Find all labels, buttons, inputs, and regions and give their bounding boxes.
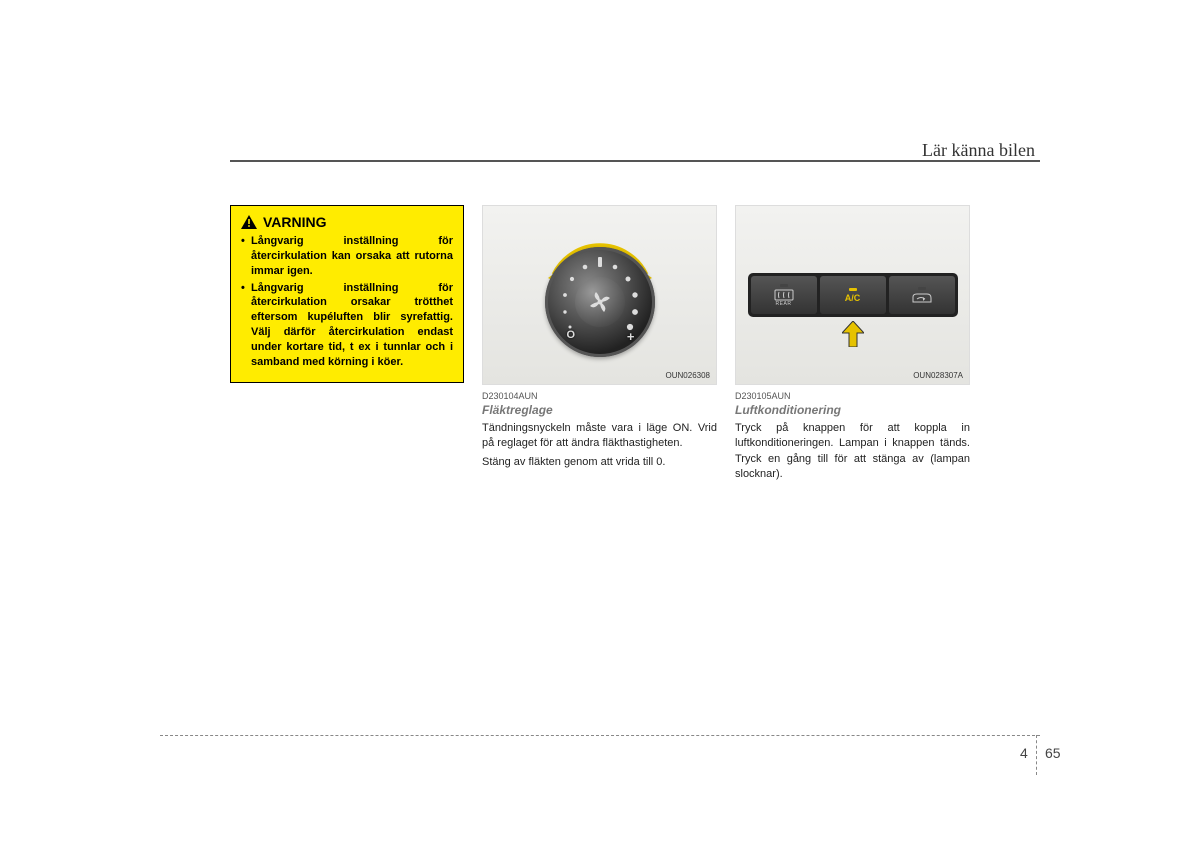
- fan-dial: O +: [530, 225, 670, 365]
- ac-button: A/C: [820, 276, 886, 314]
- column-fan-control: O + OUN026308 D230104AUN Fläktreglage Tä…: [482, 205, 717, 486]
- rear-defrost-icon: [774, 289, 794, 301]
- dial-max-label: +: [627, 329, 635, 344]
- reference-code: D230105AUN: [735, 391, 970, 401]
- ac-button-label: A/C: [845, 293, 861, 303]
- footer-rule-vertical: [1036, 735, 1037, 775]
- warning-triangle-icon: [241, 215, 257, 229]
- recirculation-icon: [911, 292, 933, 304]
- section-title: Fläktreglage: [482, 403, 717, 417]
- recirculation-button: [889, 276, 955, 314]
- ac-panel-wrap: REAR A/C: [748, 273, 958, 317]
- led-indicator: [849, 288, 857, 291]
- body-paragraph: Tryck på knappen för att koppla in luftk…: [735, 421, 970, 483]
- body-paragraph: Tändningsnyckeln måste vara i läge ON. V…: [482, 421, 717, 452]
- rear-defrost-button: REAR: [751, 276, 817, 314]
- section-title: Luftkonditionering: [735, 403, 970, 417]
- figure-code: OUN028307A: [913, 371, 963, 380]
- button-panel: REAR A/C: [748, 273, 958, 317]
- column-warning: VARNING Långvarig inställning för återci…: [230, 205, 464, 486]
- warning-box: VARNING Långvarig inställning för återci…: [230, 205, 464, 383]
- rear-button-label: REAR: [776, 301, 792, 307]
- fan-icon: [587, 289, 613, 315]
- led-indicator: [918, 287, 926, 290]
- led-indicator: [780, 284, 788, 287]
- warning-heading-text: VARNING: [263, 214, 327, 230]
- page-number: 65: [1045, 745, 1061, 761]
- dial-min-label: O: [567, 329, 576, 341]
- column-ac: REAR A/C: [735, 205, 970, 486]
- pointer-arrow-icon: [842, 321, 864, 347]
- warning-item: Långvarig inställning för återcirkulatio…: [241, 234, 453, 279]
- warning-heading: VARNING: [241, 214, 453, 230]
- fan-dial-figure: O + OUN026308: [482, 205, 717, 385]
- footer-rule: [160, 735, 1040, 736]
- header-rule: [230, 160, 1040, 162]
- reference-code: D230104AUN: [482, 391, 717, 401]
- warning-list: Långvarig inställning för återcirkulatio…: [241, 234, 453, 370]
- chapter-number: 4: [1020, 745, 1028, 761]
- content-columns: VARNING Långvarig inställning för återci…: [230, 205, 970, 486]
- body-paragraph: Stäng av fläkten genom att vrida till 0.: [482, 455, 717, 470]
- figure-code: OUN026308: [666, 371, 710, 380]
- ac-buttons-figure: REAR A/C: [735, 205, 970, 385]
- page-header-title: Lär känna bilen: [922, 140, 1035, 161]
- dial-knob: [575, 277, 625, 327]
- warning-item: Långvarig inställning för återcirkulatio…: [241, 281, 453, 370]
